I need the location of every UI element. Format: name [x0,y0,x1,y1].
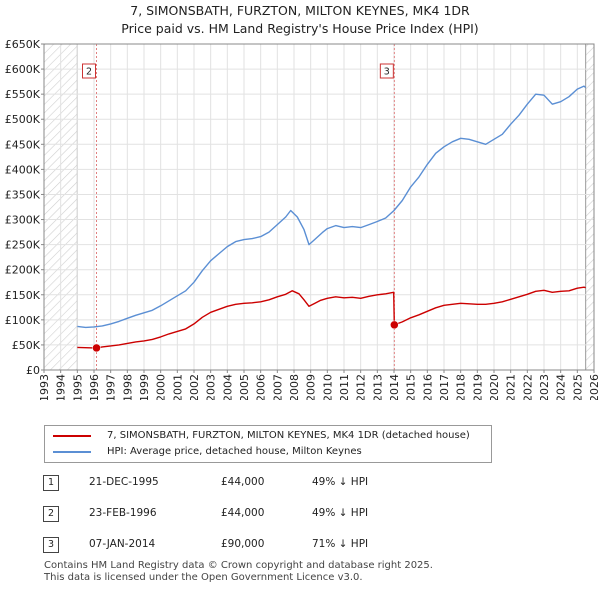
transaction-row: 3 07-JAN-2014 £90,000 71% ↓ HPI [43,534,443,554]
footer-line-2: This data is licensed under the Open Gov… [44,572,363,583]
transaction-marker [92,343,101,353]
y-tick-label: £350K [5,188,41,201]
x-tick-label: 2015 [405,374,418,400]
x-tick-label: 1999 [138,374,151,400]
y-tick-label: £600K [5,63,41,76]
x-tick-label: 2012 [355,374,368,400]
x-tick-label: 2025 [571,374,584,400]
transaction-hpi-diff: 49% ↓ HPI [312,476,369,488]
title-line-2: Price paid vs. HM Land Registry's House … [121,21,479,36]
transaction-chart-badge-label: 2 [86,67,92,78]
title-line-1: 7, SIMONSBATH, FURZTON, MILTON KEYNES, M… [130,3,470,18]
transaction-price: £44,000 [221,507,265,519]
x-tick-label: 2022 [521,374,534,400]
transaction-date: 07-JAN-2014 [89,538,156,550]
x-tick-label: 2017 [438,374,451,400]
legend-swatch-property [53,435,91,437]
chart-title: 7, SIMONSBATH, FURZTON, MILTON KEYNES, M… [0,2,600,38]
x-tick-label: 2021 [505,374,518,400]
transaction-row: 2 23-FEB-1996 £44,000 49% ↓ HPI [43,503,443,523]
x-tick-label: 2005 [238,374,251,400]
transaction-hpi-diff: 49% ↓ HPI [312,507,369,519]
x-tick-label: 2010 [321,374,334,400]
transaction-date: 21-DEC-1995 [89,476,159,488]
x-tick-label: 2000 [155,374,168,400]
y-tick-label: £200K [5,264,41,277]
y-tick-label: £0 [26,364,40,377]
price-chart: 2 3 £0 £50K £100K £150K £200K £250K £300K £350K £… [5,38,600,400]
y-tick-label: £300K [5,214,41,227]
x-tick-label: 2014 [388,374,401,400]
footer-attribution: Contains HM Land Registry data © Crown c… [44,560,433,584]
y-tick-label: £500K [5,113,41,126]
x-tick-label: 1998 [121,374,134,400]
transaction-date: 23-FEB-1996 [89,507,157,519]
x-tick-label: 1995 [71,374,84,400]
no-data-region-right [585,44,594,370]
x-tick-label: 2013 [371,374,384,400]
transaction-badge: 3 [43,537,59,553]
x-tick-label: 2016 [421,374,434,400]
chart-legend: 7, SIMONSBATH, FURZTON, MILTON KEYNES, M… [44,425,492,463]
x-tick-label: 2003 [205,374,218,400]
y-tick-label: £250K [5,239,41,252]
x-tick-label: 2006 [255,374,268,400]
x-tick-label: 2007 [271,374,284,400]
transaction-price: £44,000 [221,476,265,488]
x-tick-label: 2008 [288,374,301,400]
y-tick-label: £650K [5,38,41,51]
transaction-chart-badge-label: 3 [384,67,390,78]
transaction-price: £90,000 [221,538,265,550]
property-price-line [77,286,586,349]
x-tick-label: 1993 [38,374,51,400]
plot-frame [43,43,595,371]
footer-line-1: Contains HM Land Registry data © Crown c… [44,560,433,571]
transaction-chart-badge [379,63,394,79]
x-tick-label: 2002 [188,374,201,400]
x-tick-label: 2019 [471,374,484,400]
x-tick-label: 1997 [105,374,118,400]
x-tick-label: 2004 [221,374,234,400]
y-tick-label: £100K [5,314,41,327]
transaction-chart-badge [82,63,96,79]
transaction-hpi-diff: 71% ↓ HPI [312,538,369,550]
x-tick-label: 2011 [338,374,351,400]
transaction-marker [390,320,399,330]
y-tick-label: £450K [5,138,41,151]
transaction-badge: 2 [43,506,59,522]
x-tick-label: 1996 [88,374,101,400]
x-tick-label: 2009 [305,374,318,400]
x-tick-label: 2020 [488,374,501,400]
y-tick-label: £150K [5,289,41,302]
x-tick-label: 2024 [555,374,568,400]
transaction-row: 1 21-DEC-1995 £44,000 49% ↓ HPI [43,472,443,492]
x-tick-label: 2023 [538,374,551,400]
x-tick-label: 2018 [455,374,468,400]
y-tick-label: £550K [5,88,41,101]
y-tick-label: £400K [5,163,41,176]
transaction-badge: 1 [43,475,59,491]
x-tick-label: 2026 [588,374,600,400]
legend-label-hpi: HPI: Average price, detached house, Milt… [107,446,362,457]
x-tick-label: 2001 [171,374,184,400]
legend-swatch-hpi [53,451,91,453]
y-tick-label: £50K [12,339,41,352]
legend-label-property: 7, SIMONSBATH, FURZTON, MILTON KEYNES, M… [107,430,470,441]
x-tick-label: 1994 [55,374,68,400]
hpi-line [77,85,587,329]
